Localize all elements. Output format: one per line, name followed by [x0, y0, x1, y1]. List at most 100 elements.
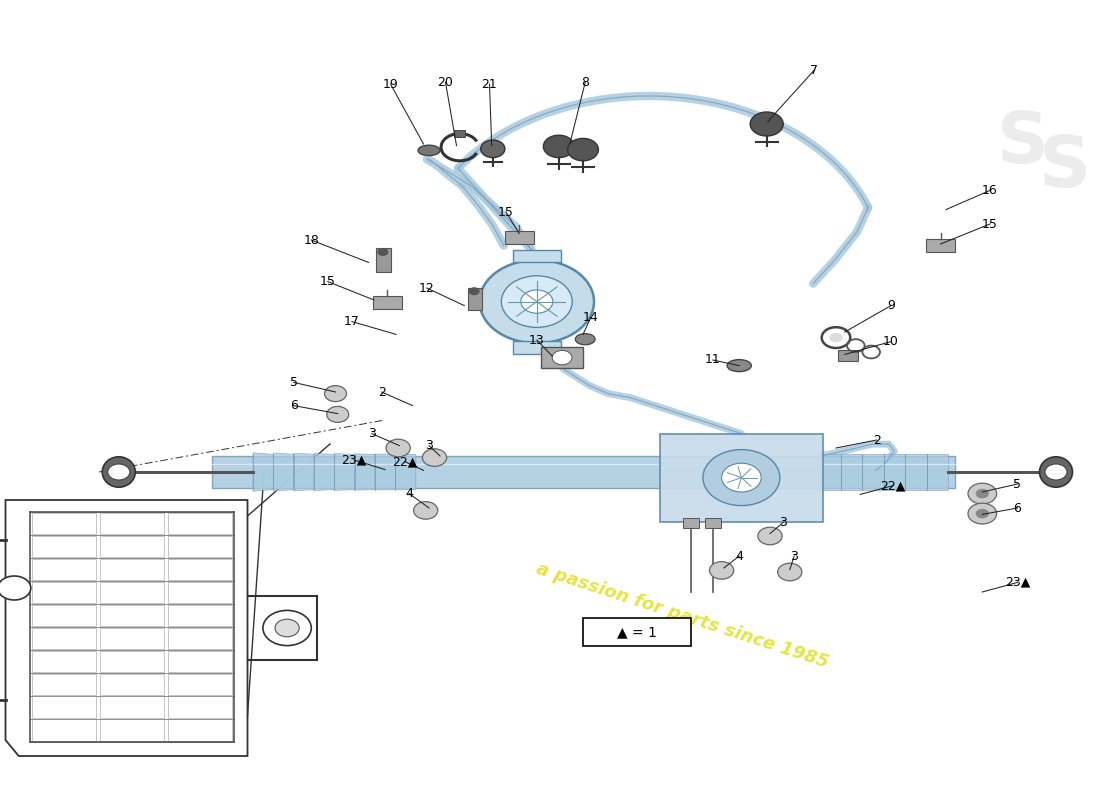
- Bar: [513, 250, 561, 262]
- Text: 2: 2: [377, 386, 386, 398]
- Text: 16: 16: [982, 184, 998, 197]
- Circle shape: [968, 503, 997, 524]
- Text: 3: 3: [367, 427, 376, 440]
- Circle shape: [543, 135, 574, 158]
- Bar: [32, 582, 96, 603]
- Bar: [168, 513, 232, 534]
- Text: 10: 10: [883, 335, 899, 348]
- Bar: [168, 674, 232, 695]
- Text: 6: 6: [1013, 502, 1022, 514]
- Polygon shape: [905, 454, 926, 490]
- Bar: [32, 719, 96, 741]
- Bar: [705, 518, 720, 528]
- Ellipse shape: [102, 457, 135, 487]
- Polygon shape: [354, 454, 375, 490]
- Circle shape: [502, 276, 572, 327]
- Circle shape: [710, 562, 734, 579]
- Text: 4: 4: [405, 487, 414, 500]
- Text: 22▲: 22▲: [392, 455, 418, 468]
- Circle shape: [758, 527, 782, 545]
- Bar: [32, 513, 96, 534]
- Text: a passion for parts since 1985: a passion for parts since 1985: [534, 560, 830, 672]
- Circle shape: [968, 483, 997, 504]
- Bar: [468, 288, 482, 310]
- Text: S: S: [1038, 134, 1091, 202]
- Polygon shape: [396, 454, 416, 490]
- Polygon shape: [274, 453, 294, 491]
- Bar: [100, 536, 164, 557]
- Bar: [454, 130, 465, 137]
- Circle shape: [480, 260, 594, 343]
- Text: 13: 13: [529, 334, 544, 346]
- Bar: [100, 627, 164, 649]
- Bar: [838, 350, 858, 361]
- Bar: [100, 697, 164, 718]
- Circle shape: [0, 576, 31, 600]
- Bar: [32, 674, 96, 695]
- Circle shape: [750, 112, 783, 136]
- Bar: [100, 513, 164, 534]
- Polygon shape: [315, 454, 334, 490]
- Circle shape: [414, 502, 438, 519]
- Bar: [100, 605, 164, 626]
- Text: S: S: [997, 110, 1049, 178]
- Bar: [513, 341, 561, 354]
- Text: 15: 15: [320, 275, 336, 288]
- Ellipse shape: [575, 334, 595, 345]
- Bar: [32, 605, 96, 626]
- Bar: [926, 239, 955, 252]
- Text: 22▲: 22▲: [880, 479, 906, 492]
- Circle shape: [481, 140, 505, 158]
- Bar: [168, 605, 232, 626]
- Polygon shape: [820, 454, 840, 490]
- Polygon shape: [334, 454, 354, 490]
- Circle shape: [327, 406, 349, 422]
- Circle shape: [829, 333, 843, 342]
- Bar: [32, 536, 96, 557]
- Circle shape: [722, 463, 761, 492]
- Text: 4: 4: [735, 550, 744, 562]
- Bar: [168, 558, 232, 580]
- Bar: [100, 674, 164, 695]
- Text: 2: 2: [872, 434, 881, 446]
- Text: 21: 21: [482, 78, 497, 90]
- Bar: [168, 582, 232, 603]
- Bar: [100, 558, 164, 580]
- Text: 7: 7: [810, 64, 818, 77]
- Circle shape: [520, 290, 553, 314]
- Polygon shape: [294, 453, 315, 490]
- Text: 5: 5: [1013, 478, 1022, 490]
- Bar: [100, 650, 164, 672]
- Circle shape: [552, 350, 572, 365]
- Circle shape: [275, 619, 299, 637]
- Bar: [168, 536, 232, 557]
- Circle shape: [778, 563, 802, 581]
- Circle shape: [108, 464, 130, 480]
- Text: 15: 15: [982, 218, 998, 230]
- Text: 20: 20: [438, 76, 453, 89]
- Text: 23▲: 23▲: [341, 454, 367, 466]
- Ellipse shape: [1040, 457, 1072, 487]
- Polygon shape: [660, 434, 823, 522]
- Polygon shape: [375, 454, 396, 490]
- Bar: [541, 347, 583, 368]
- Circle shape: [976, 489, 989, 498]
- Polygon shape: [253, 453, 274, 491]
- Bar: [505, 231, 534, 244]
- Bar: [32, 627, 96, 649]
- Text: 18: 18: [304, 234, 319, 246]
- Polygon shape: [212, 456, 955, 488]
- Circle shape: [568, 138, 598, 161]
- Circle shape: [422, 449, 447, 466]
- Text: ▲ = 1: ▲ = 1: [617, 625, 657, 639]
- Text: 5: 5: [289, 376, 298, 389]
- Text: 17: 17: [344, 315, 360, 328]
- Bar: [683, 518, 698, 528]
- Polygon shape: [926, 454, 948, 490]
- Bar: [100, 719, 164, 741]
- Bar: [168, 719, 232, 741]
- Circle shape: [1045, 464, 1067, 480]
- Text: 3: 3: [790, 550, 799, 562]
- Bar: [100, 582, 164, 603]
- Ellipse shape: [727, 359, 751, 371]
